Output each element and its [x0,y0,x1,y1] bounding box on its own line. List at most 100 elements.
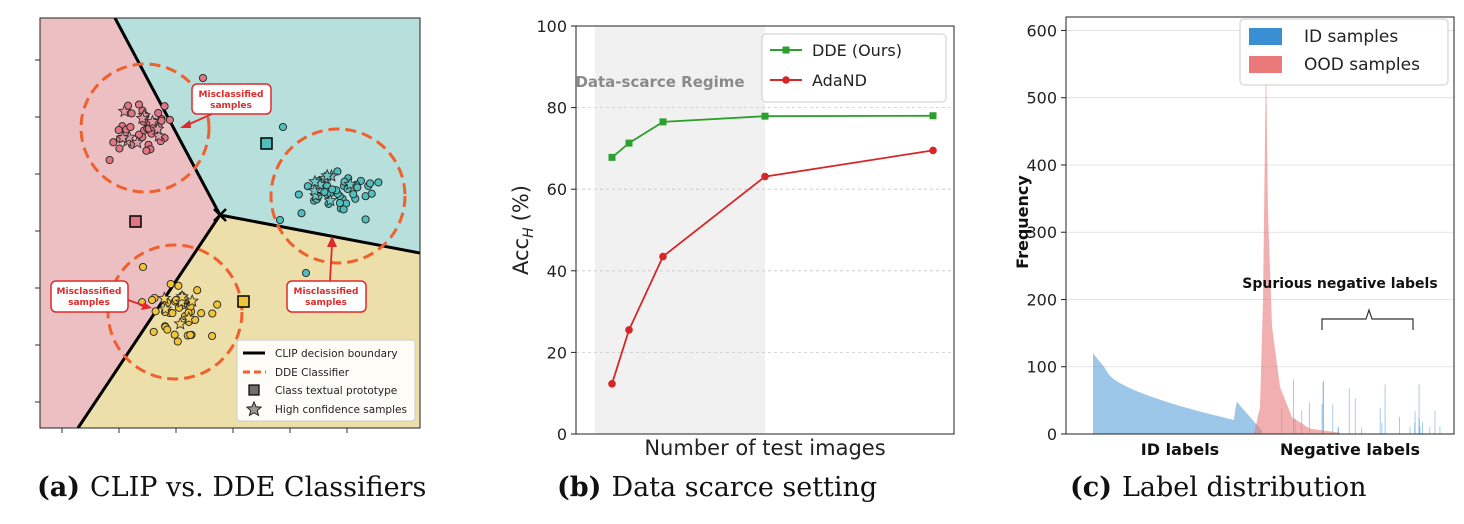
high-confidence-star [122,130,137,144]
high-confidence-star [343,177,358,191]
panel-c-legend: ID samples OOD samples [1239,18,1449,86]
legend-clip-boundary-label: CLIP decision boundary [275,348,398,360]
high-confidence-star [320,168,335,182]
sample-point [328,185,337,194]
spurious-label-annotation: Spurious negative labels [1242,276,1437,292]
caption-a: (a) CLIP vs. DDE Classifiers [37,472,426,503]
sample-point [109,138,118,147]
panel-c-ytick-label: 600 [1026,21,1057,40]
sample-point [361,215,370,224]
callout-teal-arrowhead [327,236,337,247]
region-teal [115,18,420,253]
high-confidence-star [174,294,189,308]
sample-point [138,262,148,272]
panel-a-ticks [35,59,348,433]
high-confidence-star [173,316,188,330]
boundary-junction-marker [213,208,227,222]
callout-yellow-line2: samples [68,298,110,308]
panel-c-ytick-label: 100 [1026,358,1057,377]
sample-point [335,198,344,208]
legend-dde-label: DDE (Ours) [812,41,902,60]
sample-point [193,286,202,295]
series-point [761,172,769,181]
caption-b-tag: (b) [557,472,602,503]
dde-classifier-circle-pink [79,62,211,194]
high-confidence-star [175,289,189,303]
high-confidence-star [117,104,132,118]
callout-teal-box [286,280,367,313]
panel-b: Data-scarce Regime 0 20 40 60 80 100 Number o… [509,17,955,460]
dde-classifier-circle-teal [269,127,407,265]
sample-point [142,146,151,155]
panel-c-ylabel: Frequency [1013,175,1032,269]
sample-point [127,109,136,118]
sample-point [208,331,217,341]
high-confidence-star [150,121,165,135]
high-confidence-star [158,301,173,315]
high-confidence-star [157,291,172,305]
sample-point [126,122,135,132]
sample-point [294,190,303,199]
panel-b-xlabel: Number of test images [644,436,885,460]
high-confidence-star [307,183,322,197]
sample-point [115,144,124,153]
series-point [929,146,937,155]
high-confidence-star [115,130,130,144]
panel-a-legend: CLIP decision boundary DDE Classifier Cl… [236,339,416,422]
legend-adand-label: AdaND [812,71,867,90]
callout-yellow-line1: Misclassified [57,287,122,297]
sample-point [197,309,206,318]
sample-point [168,309,177,318]
panel-b-legend: DDE (Ours) AdaND [761,33,947,103]
panel-a: Misclassified samples Misclassified samp… [35,17,421,433]
series-point [625,139,633,147]
negative-labels-region: Negative labels [1280,440,1420,459]
sample-point [278,122,288,132]
ood-samples-distribution [1254,57,1340,434]
sample-point [301,268,311,278]
callout-yellow-arrowhead [141,302,152,310]
high-confidence-star [145,114,160,128]
sample-point [154,108,163,118]
callout-yellow-arrow [127,299,146,307]
panel-b-grid [576,107,954,353]
caption-b-text: Data scarce setting [611,472,878,503]
legend-id-label: ID samples [1304,27,1398,47]
class-prototype-yellow [237,295,250,308]
sample-point [114,125,123,135]
high-confidence-star [135,111,150,125]
panel-a-regions [40,18,420,428]
sample-point [367,189,376,198]
sample-point [134,130,143,139]
panel-c-ytick-label: 0 [1047,425,1057,444]
sample-point [173,337,182,346]
sample-point [353,183,362,192]
spurious-label-brace [1321,308,1414,330]
legend-ood-swatch [1249,56,1282,73]
panel-c-ytick-label: 400 [1026,156,1057,175]
caption-c-tag: (c) [1070,472,1112,503]
callout-yellow-box [50,280,129,313]
callout-teal-arrow [329,243,333,282]
sample-point [170,330,179,339]
panel-b-ytick-label: 40 [547,262,567,281]
panel-b-ytick-label: 20 [547,343,567,362]
panel-c-ytick-label: 300 [1026,223,1057,242]
sample-point [297,209,306,218]
caption-a-text: CLIP vs. DDE Classifiers [90,472,427,503]
id-samples-distribution [1093,353,1262,434]
sample-point [320,187,329,196]
sample-point [198,73,208,83]
panel-a-points [105,73,383,346]
panel-c-frame [1065,16,1455,435]
high-confidence-star [323,193,338,207]
series-point [659,118,667,126]
sample-point [157,116,166,125]
legend-prototype-label: Class textual prototype [275,385,397,397]
caption-a-tag: (a) [37,472,81,503]
panel-a-frame [39,17,421,429]
callout-pink-box [191,83,272,115]
caption-c: (c) Label distribution [1070,472,1366,503]
series-point [625,326,633,334]
sample-point [163,325,172,334]
